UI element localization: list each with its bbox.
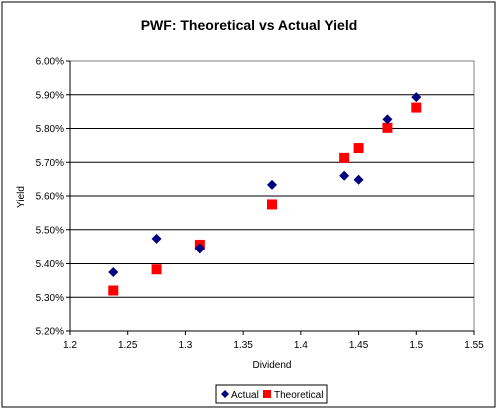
actual-point	[411, 92, 422, 103]
legend-theoretical-label: Theoretical	[274, 390, 323, 401]
x-axis-label: Dividend	[253, 360, 292, 371]
y-axis-tick-labels: 5.20% 5.30% 5.40% 5.50% 5.60% 5.70% 5.80% 5.90%…	[36, 57, 70, 338]
y-tick-label: 5.40%	[36, 259, 64, 270]
y-axis-label: Yield	[16, 186, 27, 208]
theoretical-point	[382, 122, 393, 133]
x-tick-label: 1.5	[409, 340, 423, 351]
y-tick-label: 5.20%	[36, 327, 64, 338]
actual-point	[151, 233, 162, 244]
theoretical-point	[339, 152, 350, 163]
theoretical-point	[411, 102, 422, 113]
x-tick-label: 1.35	[233, 340, 253, 351]
chart-title: PWF: Theoretical vs Actual Yield	[141, 17, 358, 33]
legend-theoretical-marker	[263, 390, 271, 398]
x-tick-label: 1.2	[63, 340, 77, 351]
y-tick-label: 6.00%	[36, 57, 64, 68]
y-tick-label: 5.80%	[36, 124, 64, 135]
x-tick-label: 1.55	[464, 340, 484, 351]
theoretical-point	[151, 264, 162, 275]
legend: Actual Theoretical	[215, 384, 328, 404]
actual-point	[353, 174, 364, 185]
x-axis-tick-labels: 1.2 1.25 1.3 1.35 1.4 1.45 1.5 1.55	[63, 331, 484, 351]
legend-actual-label: Actual	[231, 390, 259, 401]
actual-point	[382, 114, 393, 125]
y-tick-label: 5.50%	[36, 225, 64, 236]
theoretical-point	[267, 199, 277, 210]
actual-point	[267, 179, 277, 190]
legend-actual-marker	[221, 390, 229, 398]
legend-box	[215, 384, 328, 404]
actual-point	[108, 266, 119, 277]
gridlines	[70, 94, 474, 298]
theoretical-point	[108, 285, 119, 296]
y-tick-label: 5.60%	[36, 192, 64, 203]
theoretical-point	[353, 143, 364, 154]
actual-point	[339, 170, 350, 181]
y-tick-label: 5.90%	[36, 90, 64, 101]
x-tick-label: 1.3	[178, 340, 192, 351]
y-tick-label: 5.30%	[36, 293, 64, 304]
actual-point	[194, 243, 205, 254]
data-points	[108, 92, 422, 296]
y-tick-label: 5.70%	[36, 158, 64, 169]
x-tick-label: 1.45	[349, 340, 369, 351]
x-tick-label: 1.4	[294, 340, 308, 351]
x-tick-label: 1.25	[118, 340, 138, 351]
